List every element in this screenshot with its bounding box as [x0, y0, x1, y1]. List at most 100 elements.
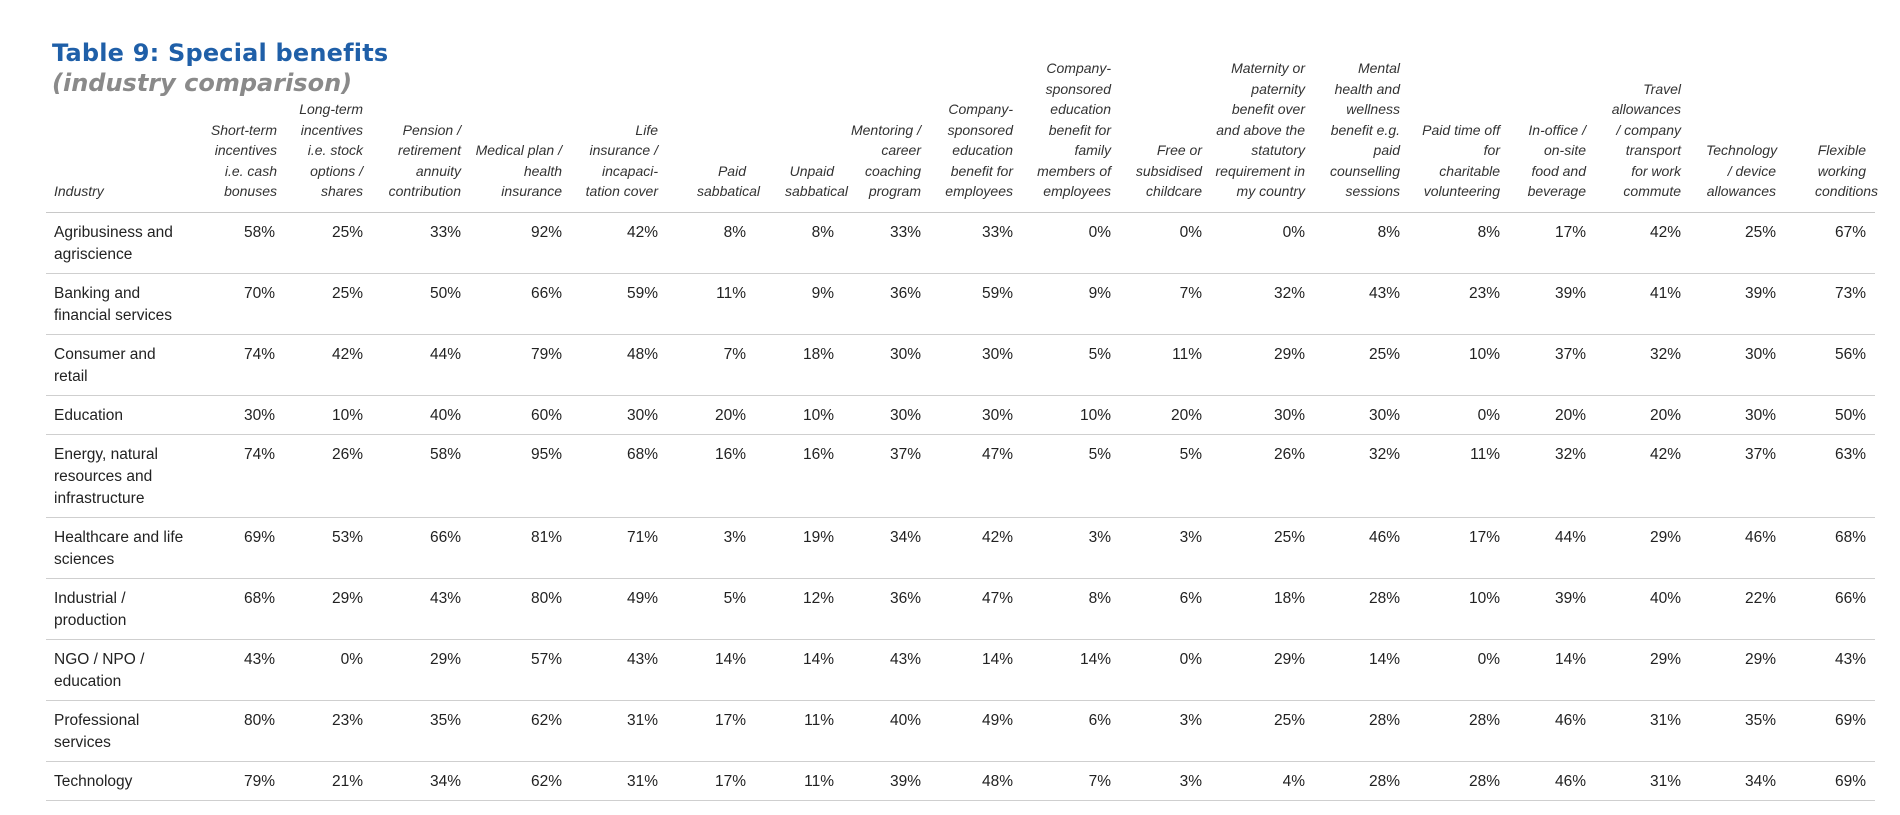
- table-row: NGO / NPO / education 43% 0% 29% 57% 43% 14% 14…: [46, 639, 1875, 701]
- value-cell: 11%: [1120, 334, 1211, 396]
- value-cell: 30%: [1211, 395, 1314, 435]
- column-header: Long-term incentives i.e. stock options …: [284, 58, 372, 213]
- value-cell: 58%: [196, 212, 284, 274]
- value-cell: 28%: [1314, 700, 1409, 762]
- value-cell: 43%: [843, 639, 930, 701]
- value-cell: 30%: [930, 395, 1022, 435]
- value-cell: 14%: [667, 639, 755, 701]
- column-header: Mental health and wellness benefit e.g. …: [1314, 58, 1409, 213]
- value-cell: 26%: [1211, 434, 1314, 518]
- value-cell: 23%: [284, 700, 372, 762]
- value-cell: 69%: [196, 517, 284, 579]
- value-cell: 30%: [843, 334, 930, 396]
- value-cell: 14%: [755, 639, 843, 701]
- value-cell: 43%: [1785, 639, 1875, 701]
- value-cell: 9%: [1022, 273, 1120, 335]
- value-cell: 57%: [470, 639, 571, 701]
- value-cell: 30%: [1690, 334, 1785, 396]
- value-cell: 79%: [196, 761, 284, 801]
- column-header: Paid sabbatical: [667, 58, 760, 213]
- industry-cell: NGO / NPO / education: [46, 639, 196, 701]
- column-header: Life insurance / incapaci-tation cover: [571, 58, 667, 213]
- value-cell: 0%: [1022, 212, 1120, 274]
- column-header: Paid time off for charitable volunteerin…: [1409, 58, 1509, 213]
- column-header: Company-sponsored education benefit for …: [930, 58, 1022, 213]
- value-cell: 10%: [1022, 395, 1120, 435]
- value-cell: 0%: [1409, 639, 1509, 701]
- value-cell: 69%: [1785, 700, 1875, 762]
- value-cell: 32%: [1314, 434, 1409, 518]
- value-cell: 71%: [571, 517, 667, 579]
- value-cell: 3%: [1120, 700, 1211, 762]
- table-row: Education 30% 10% 40% 60% 30% 20% 10% 30% 30% 10% 2…: [46, 395, 1875, 435]
- value-cell: 33%: [930, 212, 1022, 274]
- value-cell: 5%: [1120, 434, 1211, 518]
- value-cell: 14%: [1314, 639, 1409, 701]
- value-cell: 42%: [284, 334, 372, 396]
- value-cell: 3%: [1022, 517, 1120, 579]
- value-cell: 66%: [470, 273, 571, 335]
- value-cell: 36%: [843, 273, 930, 335]
- value-cell: 12%: [755, 578, 843, 640]
- column-header: In-office / on-site food and beverage: [1509, 58, 1595, 213]
- value-cell: 37%: [1509, 334, 1595, 396]
- value-cell: 6%: [1022, 700, 1120, 762]
- value-cell: 30%: [1314, 395, 1409, 435]
- value-cell: 0%: [1409, 395, 1509, 435]
- value-cell: 32%: [1509, 434, 1595, 518]
- value-cell: 21%: [284, 761, 372, 801]
- value-cell: 16%: [755, 434, 843, 518]
- value-cell: 34%: [372, 761, 470, 801]
- value-cell: 39%: [843, 761, 930, 801]
- value-cell: 25%: [1211, 517, 1314, 579]
- value-cell: 35%: [372, 700, 470, 762]
- benefits-table: Industry Short-term incentives i.e. cash…: [46, 58, 1878, 801]
- table-row: Agribusiness and agriscience 58% 25% 33% 92%…: [46, 212, 1875, 274]
- industry-cell: Industrial / production: [46, 578, 196, 640]
- table-row: Professional services 80% 23% 35% 62% 31% 17% 1…: [46, 700, 1875, 762]
- value-cell: 79%: [470, 334, 571, 396]
- value-cell: 43%: [196, 639, 284, 701]
- value-cell: 7%: [1022, 761, 1120, 801]
- value-cell: 43%: [1314, 273, 1409, 335]
- value-cell: 11%: [667, 273, 755, 335]
- value-cell: 29%: [1211, 639, 1314, 701]
- value-cell: 46%: [1509, 700, 1595, 762]
- table-row: Technology 79% 21% 34% 62% 31% 17% 11% 39% 48% 7% 3…: [46, 761, 1875, 801]
- value-cell: 8%: [1409, 212, 1509, 274]
- value-cell: 40%: [372, 395, 470, 435]
- value-cell: 25%: [1314, 334, 1409, 396]
- value-cell: 40%: [843, 700, 930, 762]
- value-cell: 69%: [1785, 761, 1875, 801]
- value-cell: 29%: [372, 639, 470, 701]
- value-cell: 9%: [755, 273, 843, 335]
- value-cell: 17%: [1409, 517, 1509, 579]
- value-cell: 25%: [284, 273, 372, 335]
- value-cell: 74%: [196, 434, 284, 518]
- column-header: Mentoring / career coaching program: [843, 58, 930, 213]
- value-cell: 43%: [372, 578, 470, 640]
- value-cell: 25%: [284, 212, 372, 274]
- value-cell: 63%: [1785, 434, 1875, 518]
- value-cell: 5%: [1022, 434, 1120, 518]
- value-cell: 47%: [930, 434, 1022, 518]
- value-cell: 30%: [843, 395, 930, 435]
- value-cell: 42%: [930, 517, 1022, 579]
- value-cell: 3%: [667, 517, 755, 579]
- value-cell: 28%: [1409, 761, 1509, 801]
- value-cell: 10%: [755, 395, 843, 435]
- value-cell: 30%: [571, 395, 667, 435]
- value-cell: 60%: [470, 395, 571, 435]
- value-cell: 66%: [372, 517, 470, 579]
- value-cell: 28%: [1314, 578, 1409, 640]
- value-cell: 42%: [1595, 434, 1690, 518]
- value-cell: 17%: [1509, 212, 1595, 274]
- value-cell: 33%: [372, 212, 470, 274]
- column-header: Short-term incentives i.e. cash bonuses: [196, 58, 284, 213]
- value-cell: 92%: [470, 212, 571, 274]
- value-cell: 10%: [1409, 578, 1509, 640]
- industry-cell: Education: [46, 395, 196, 435]
- value-cell: 29%: [1690, 639, 1785, 701]
- value-cell: 3%: [1120, 761, 1211, 801]
- value-cell: 20%: [1120, 395, 1211, 435]
